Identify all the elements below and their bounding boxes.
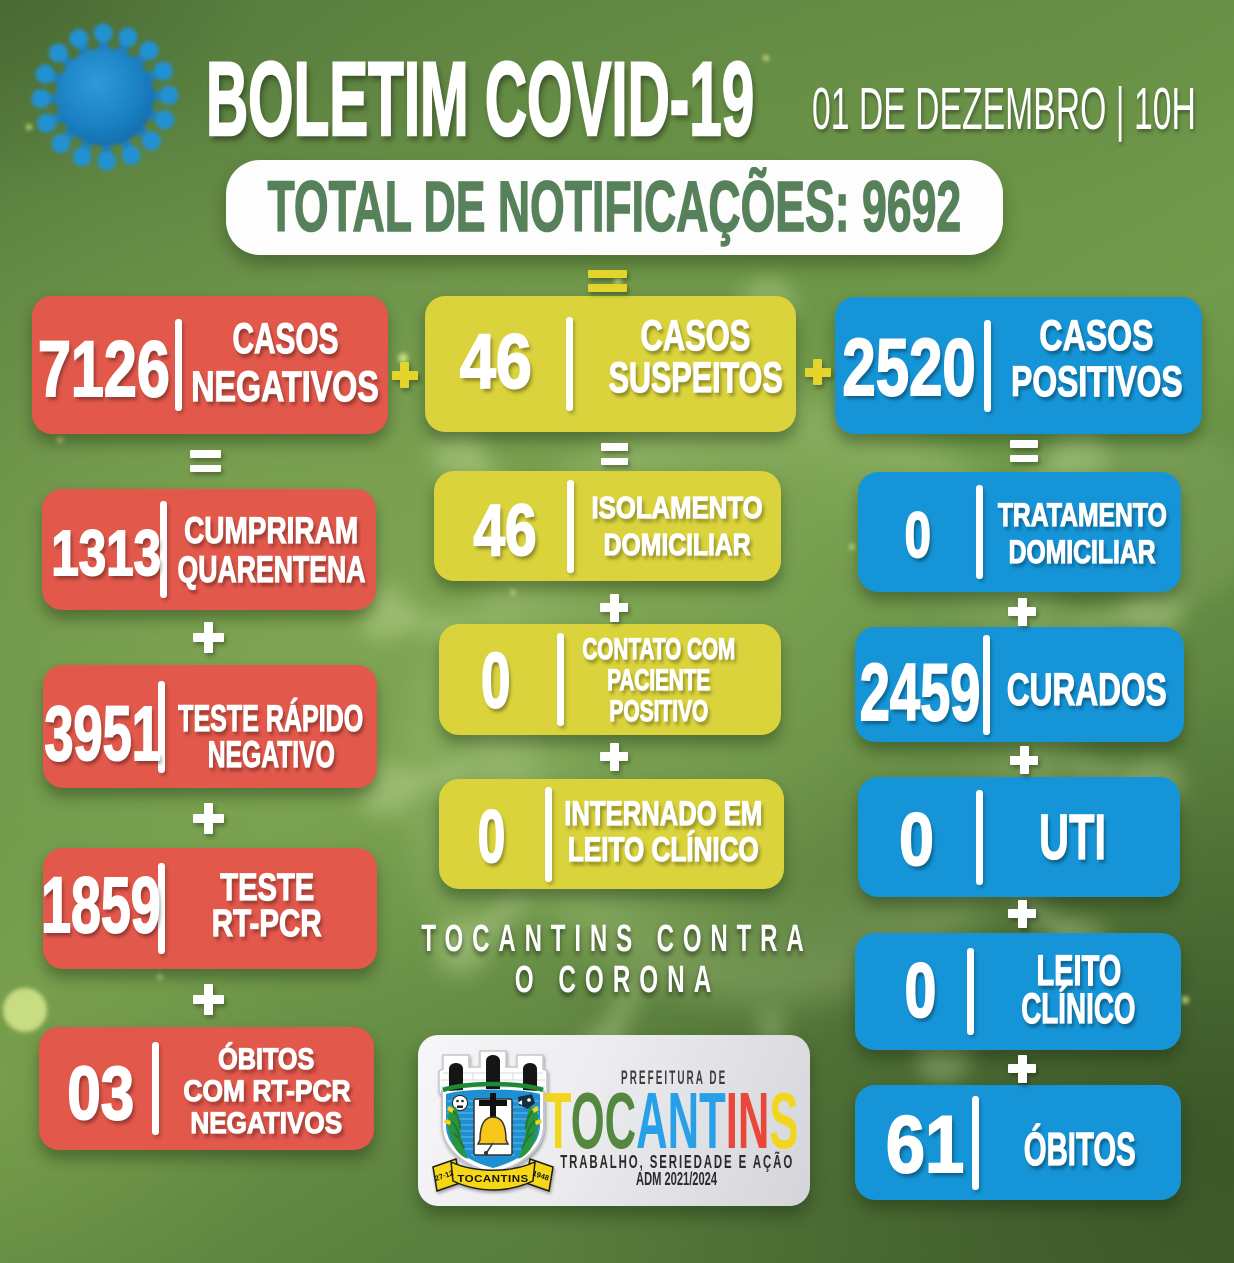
svg-text:TOCANTINS: TOCANTINS [457, 1173, 528, 1184]
